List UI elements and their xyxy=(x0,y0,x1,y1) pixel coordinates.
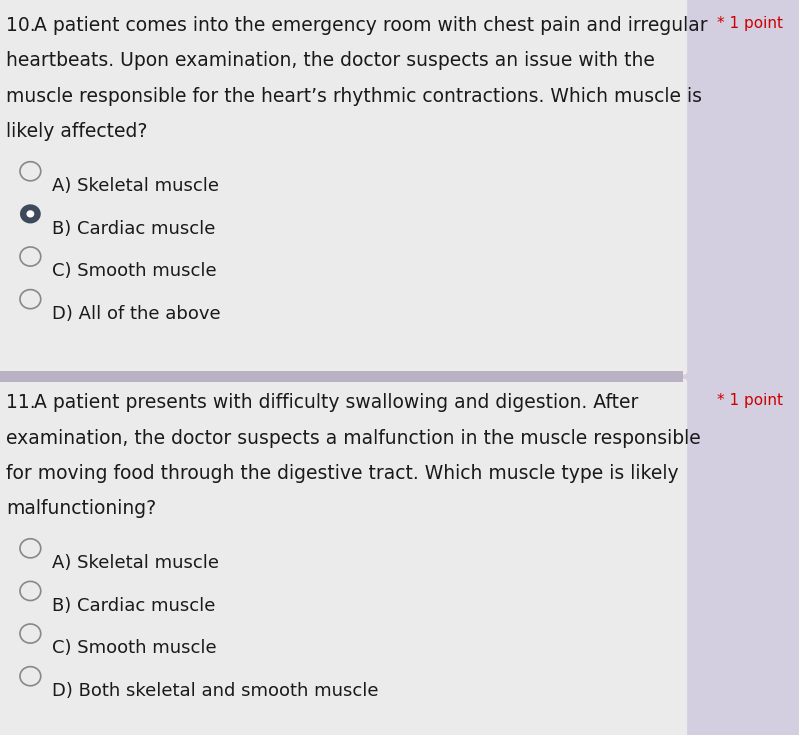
Text: examination, the doctor suspects a malfunction in the muscle responsible: examination, the doctor suspects a malfu… xyxy=(6,429,702,448)
FancyBboxPatch shape xyxy=(530,0,799,735)
Text: heartbeats. Upon examination, the doctor suspects an issue with the: heartbeats. Upon examination, the doctor… xyxy=(6,51,655,71)
Text: C) Smooth muscle: C) Smooth muscle xyxy=(52,262,217,280)
Text: * 1 point: * 1 point xyxy=(717,393,783,408)
Circle shape xyxy=(20,204,41,223)
Text: D) All of the above: D) All of the above xyxy=(52,305,221,323)
Text: malfunctioning?: malfunctioning? xyxy=(6,499,157,518)
Text: for moving food through the digestive tract. Which muscle type is likely: for moving food through the digestive tr… xyxy=(6,464,679,483)
FancyBboxPatch shape xyxy=(0,371,683,382)
Text: A patient presents with difficulty swallowing and digestion. After: A patient presents with difficulty swall… xyxy=(34,393,638,412)
Text: likely affected?: likely affected? xyxy=(6,122,148,141)
Text: * 1 point: * 1 point xyxy=(717,16,783,31)
Text: A patient comes into the emergency room with chest pain and irregular: A patient comes into the emergency room … xyxy=(34,16,707,35)
FancyBboxPatch shape xyxy=(0,379,687,735)
Text: B) Cardiac muscle: B) Cardiac muscle xyxy=(52,597,215,614)
Text: C) Smooth muscle: C) Smooth muscle xyxy=(52,639,217,657)
Text: A) Skeletal muscle: A) Skeletal muscle xyxy=(52,177,219,195)
Text: 11.: 11. xyxy=(6,393,36,412)
Text: D) Both skeletal and smooth muscle: D) Both skeletal and smooth muscle xyxy=(52,682,379,700)
Text: A) Skeletal muscle: A) Skeletal muscle xyxy=(52,554,219,572)
Text: 10.: 10. xyxy=(6,16,36,35)
FancyBboxPatch shape xyxy=(0,0,687,375)
Text: muscle responsible for the heart’s rhythmic contractions. Which muscle is: muscle responsible for the heart’s rhyth… xyxy=(6,87,702,106)
Circle shape xyxy=(26,210,34,218)
Text: B) Cardiac muscle: B) Cardiac muscle xyxy=(52,220,215,237)
